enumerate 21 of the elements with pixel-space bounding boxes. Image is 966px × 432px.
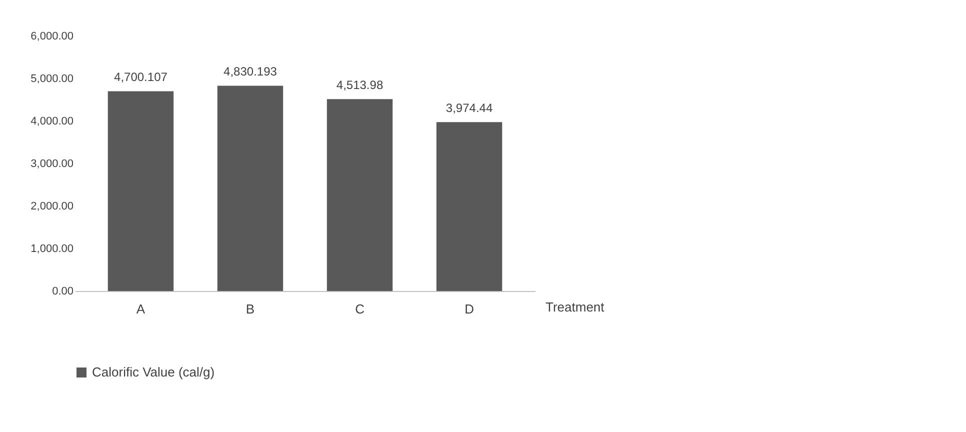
bar [217, 86, 284, 291]
bar [326, 99, 393, 291]
y-tick-label: 2,000.00 [30, 200, 74, 212]
x-tick-label: B [246, 302, 255, 316]
x-axis-title: Treatment [546, 300, 605, 314]
x-tick-label: D [464, 302, 474, 316]
data-label: 3,974.44 [446, 101, 493, 116]
y-tick-label: 0.00 [52, 286, 74, 298]
legend-label: Calorific Value (cal/g) [92, 364, 215, 380]
y-tick-label: 3,000.00 [30, 158, 74, 170]
data-label: 4,513.98 [336, 78, 384, 92]
y-tick-label: 1,000.00 [30, 243, 74, 255]
data-label: 4,700.107 [114, 70, 168, 84]
y-tick-label: 6,000.00 [30, 30, 74, 42]
bar [436, 122, 502, 291]
bar [108, 91, 174, 291]
x-tick-label: A [136, 302, 146, 316]
data-label: 4,830.193 [224, 64, 278, 79]
x-tick-label: C [355, 302, 364, 316]
y-tick-label: 4,000.00 [30, 116, 74, 128]
y-tick-label: 5,000.00 [30, 73, 74, 85]
